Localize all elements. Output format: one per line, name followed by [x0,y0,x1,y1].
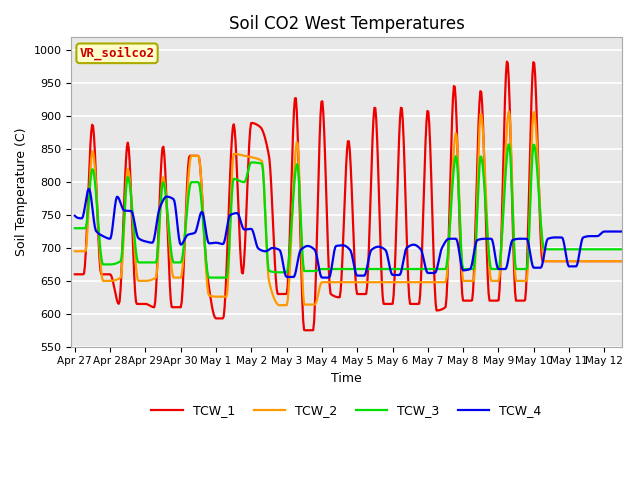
TCW_4 [71,213,79,218]
TCW_1 [212,315,220,321]
TCW_1 [71,271,79,277]
Y-axis label: Soil Temperature (C): Soil Temperature (C) [15,128,28,256]
TCW_2 [319,279,327,285]
TCW_3 [505,142,513,147]
TCW_4 [319,275,326,280]
Title: Soil CO2 West Temperatures: Soil CO2 West Temperatures [228,15,465,33]
TCW_2 [394,279,402,285]
TCW_2 [505,108,513,114]
TCW_3 [437,266,445,272]
TCW_4 [484,236,492,241]
TCW_1 [301,327,309,333]
TCW_2 [168,265,175,271]
TCW_3 [394,266,402,272]
TCW_1 [394,162,402,168]
TCW_4 [396,272,403,278]
Text: VR_soilco2: VR_soilco2 [79,47,154,60]
TCW_1 [503,59,511,64]
Line: TCW_3: TCW_3 [75,144,622,277]
TCW_3 [484,235,492,240]
Line: TCW_4: TCW_4 [75,189,622,277]
Legend: TCW_1, TCW_2, TCW_3, TCW_4: TCW_1, TCW_2, TCW_3, TCW_4 [147,399,547,422]
Line: TCW_1: TCW_1 [75,61,622,330]
TCW_1 [319,109,327,115]
TCW_4 [84,186,92,192]
TCW_4 [618,228,626,234]
TCW_1 [484,273,492,278]
TCW_3 [205,275,213,280]
TCW_2 [484,231,492,237]
TCW_4 [169,196,177,202]
Line: TCW_2: TCW_2 [75,111,622,305]
TCW_2 [212,294,220,300]
TCW_2 [71,248,79,254]
X-axis label: Time: Time [332,372,362,385]
TCW_2 [618,258,626,264]
TCW_3 [618,246,626,252]
TCW_4 [438,245,446,251]
TCW_2 [437,279,445,285]
TCW_1 [437,307,445,312]
TCW_3 [168,252,175,258]
TCW_3 [71,225,79,231]
TCW_2 [276,302,284,308]
TCW_4 [321,275,328,280]
TCW_4 [212,240,220,246]
TCW_3 [319,266,327,272]
TCW_1 [618,258,626,264]
TCW_1 [168,304,175,310]
TCW_3 [212,275,220,280]
